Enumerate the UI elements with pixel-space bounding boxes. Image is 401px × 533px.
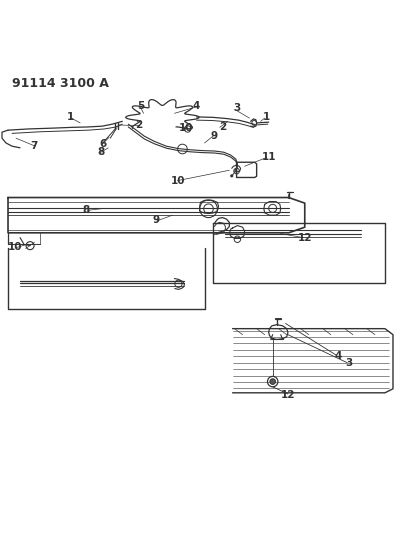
Text: 10: 10 <box>171 176 186 185</box>
Text: 4: 4 <box>334 351 342 360</box>
Text: 2: 2 <box>219 122 226 132</box>
Text: 9: 9 <box>153 215 160 225</box>
Text: 12: 12 <box>298 232 312 243</box>
Text: 6: 6 <box>100 139 107 149</box>
Circle shape <box>231 175 233 177</box>
Text: 2: 2 <box>135 120 142 130</box>
Text: 7: 7 <box>30 141 38 151</box>
Circle shape <box>270 379 275 384</box>
Text: 1: 1 <box>263 112 270 123</box>
Text: 12: 12 <box>281 390 295 400</box>
Text: 8: 8 <box>83 205 90 215</box>
Text: 91114 3100 A: 91114 3100 A <box>12 77 109 90</box>
Text: 8: 8 <box>97 147 105 157</box>
Text: 3: 3 <box>345 358 352 368</box>
Text: 5: 5 <box>137 101 144 111</box>
Text: 3: 3 <box>233 103 240 113</box>
Text: 11: 11 <box>261 152 276 162</box>
Text: 1: 1 <box>67 112 74 123</box>
Text: 4: 4 <box>193 101 200 111</box>
Text: 10: 10 <box>8 243 22 252</box>
Text: 9: 9 <box>211 131 218 141</box>
Text: 10: 10 <box>179 123 194 133</box>
